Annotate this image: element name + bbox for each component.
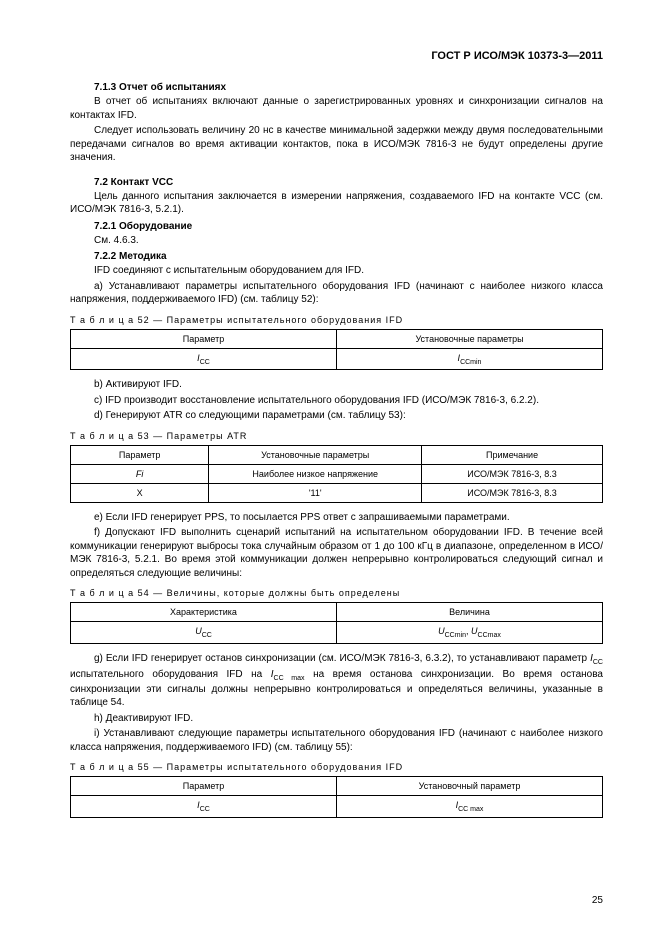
table-54: Характеристика Величина UCC UCCmin, UCCm… xyxy=(70,602,603,644)
table-53-caption: Т а б л и ц а 53 — Параметры ATR xyxy=(70,431,603,441)
heading-7-1-3: 7.1.3 Отчет об испытаниях xyxy=(70,82,603,93)
table-55-caption: Т а б л и ц а 55 — Параметры испытательн… xyxy=(70,762,603,772)
table-cell: UCC xyxy=(71,622,337,644)
table-54-caption: Т а б л и ц а 54 — Величины, которые дол… xyxy=(70,588,603,598)
heading-7-2-2: 7.2.2 Методика xyxy=(70,251,603,262)
paragraph: Следует использовать величину 20 нс в ка… xyxy=(70,124,603,165)
table-cell: Наиболее низкое напряжение xyxy=(209,464,422,483)
list-item-c: c) IFD производит восстановление испытат… xyxy=(70,394,603,408)
table-header: Параметр xyxy=(71,329,337,348)
text-fragment: g) Если IFD генерирует останов синхрониз… xyxy=(94,653,590,664)
text-fragment: испытательного оборудования IFD на xyxy=(70,669,271,680)
page-number: 25 xyxy=(592,895,603,906)
table-53: Параметр Установочные параметры Примечан… xyxy=(70,445,603,503)
table-header: Параметр xyxy=(71,445,209,464)
page: ГОСТ Р ИСО/МЭК 10373-3—2011 7.1.3 Отчет … xyxy=(0,0,661,936)
table-cell: ICC xyxy=(71,348,337,370)
table-header: Установочные параметры xyxy=(209,445,422,464)
table-header: Установочные параметры xyxy=(337,329,603,348)
table-52: Параметр Установочные параметры ICC ICCm… xyxy=(70,329,603,371)
paragraph: См. 4.6.3. xyxy=(70,234,603,248)
table-header: Примечание xyxy=(422,445,603,464)
table-55: Параметр Установочный параметр ICC ICC m… xyxy=(70,776,603,818)
doc-header: ГОСТ Р ИСО/МЭК 10373-3—2011 xyxy=(70,50,603,62)
list-item-f: f) Допускают IFD выполнить сценарий испы… xyxy=(70,526,603,580)
table-cell: ИСО/МЭК 7816-3, 8.3 xyxy=(422,464,603,483)
heading-7-2: 7.2 Контакт VCC xyxy=(70,177,603,188)
table-header: Установочный параметр xyxy=(337,777,603,796)
paragraph: Цель данного испытания заключается в изм… xyxy=(70,190,603,217)
table-cell: ИСО/МЭК 7816-3, 8.3 xyxy=(422,483,603,502)
paragraph: В отчет об испытаниях включают данные о … xyxy=(70,95,603,122)
table-header: Параметр xyxy=(71,777,337,796)
table-cell: X xyxy=(71,483,209,502)
table-header: Величина xyxy=(337,603,603,622)
table-cell: ICC xyxy=(71,796,337,818)
paragraph: IFD соединяют с испытательным оборудован… xyxy=(70,264,603,278)
list-item-a: a) Устанавливают параметры испытательног… xyxy=(70,280,603,307)
list-item-h: h) Деактивируют IFD. xyxy=(70,712,603,726)
table-cell: ICC max xyxy=(337,796,603,818)
list-item-g: g) Если IFD генерирует останов синхрониз… xyxy=(70,652,603,710)
table-cell: Fi xyxy=(71,464,209,483)
heading-7-2-1: 7.2.1 Оборудование xyxy=(70,221,603,232)
table-52-caption: Т а б л и ц а 52 — Параметры испытательн… xyxy=(70,315,603,325)
table-cell: '11' xyxy=(209,483,422,502)
list-item-i: i) Устанавливают следующие параметры исп… xyxy=(70,727,603,754)
table-cell: ICCmin xyxy=(337,348,603,370)
list-item-d: d) Генерируют ATR со следующими параметр… xyxy=(70,409,603,423)
table-cell: UCCmin, UCCmax xyxy=(337,622,603,644)
list-item-b: b) Активируют IFD. xyxy=(70,378,603,392)
table-header: Характеристика xyxy=(71,603,337,622)
list-item-e: e) Если IFD генерирует PPS, то посылаетс… xyxy=(70,511,603,525)
